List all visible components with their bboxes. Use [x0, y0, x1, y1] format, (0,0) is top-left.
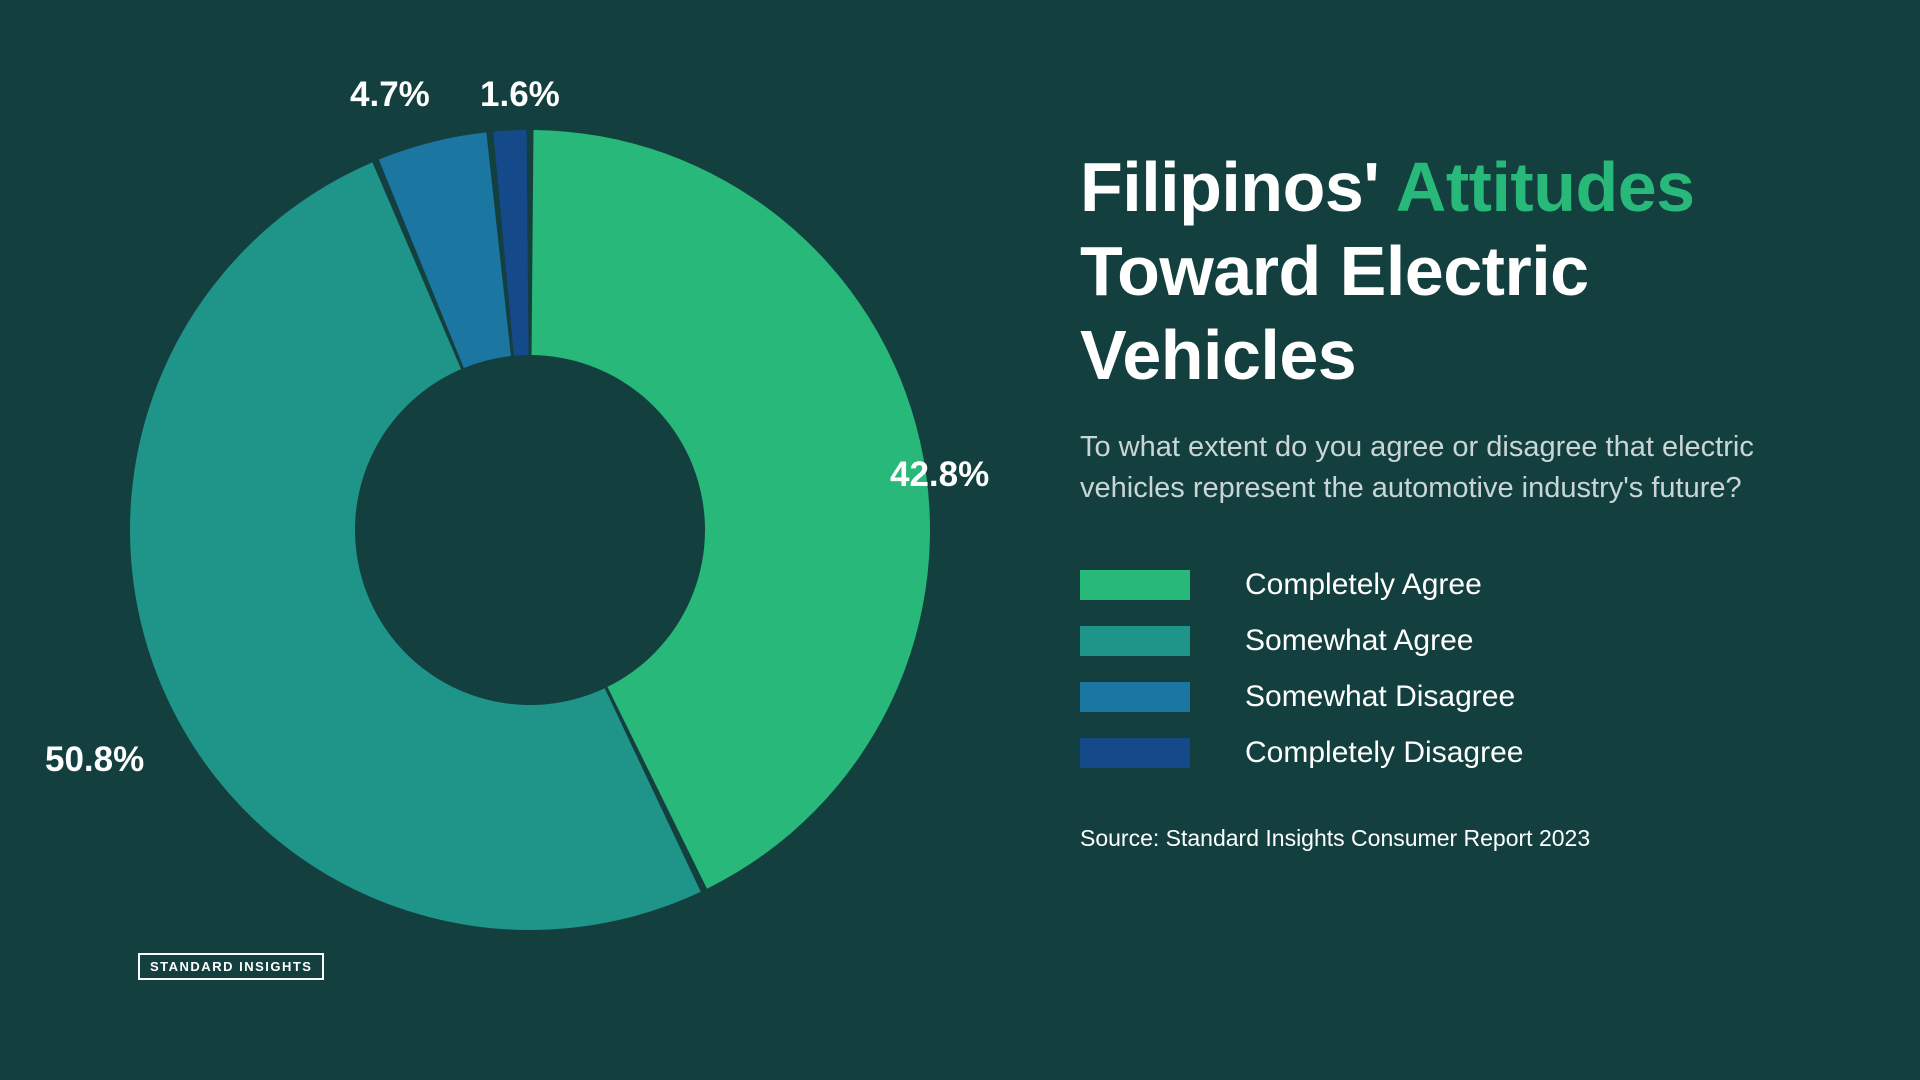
legend-swatch	[1080, 626, 1190, 656]
legend-swatch	[1080, 682, 1190, 712]
donut-svg	[130, 130, 930, 930]
title-rest: Toward Electric Vehicles	[1080, 232, 1589, 394]
chart-subtitle: To what extent do you agree or disagree …	[1080, 427, 1800, 508]
title-accent: Attitudes	[1396, 148, 1695, 226]
legend-item: Somewhat Agree	[1080, 624, 1800, 658]
slice-percent-label: 50.8%	[45, 740, 144, 780]
legend-label: Completely Disagree	[1245, 736, 1523, 770]
slice-percent-label: 1.6%	[480, 75, 560, 115]
legend-item: Completely Disagree	[1080, 736, 1800, 770]
source-text: Source: Standard Insights Consumer Repor…	[1080, 825, 1800, 852]
legend-swatch	[1080, 570, 1190, 600]
brand-badge: STANDARD INSIGHTS	[138, 953, 324, 980]
chart-title: Filipinos' Attitudes Toward Electric Veh…	[1080, 145, 1800, 397]
slice-percent-label: 42.8%	[890, 455, 989, 495]
legend-swatch	[1080, 738, 1190, 768]
title-prefix: Filipinos'	[1080, 148, 1396, 226]
legend-label: Somewhat Agree	[1245, 624, 1473, 658]
slice-percent-label: 4.7%	[350, 75, 430, 115]
legend: Completely Agree Somewhat Agree Somewhat D…	[1080, 568, 1800, 770]
legend-item: Somewhat Disagree	[1080, 680, 1800, 714]
legend-item: Completely Agree	[1080, 568, 1800, 602]
legend-label: Somewhat Disagree	[1245, 680, 1515, 714]
legend-label: Completely Agree	[1245, 568, 1482, 602]
donut-chart	[130, 130, 930, 930]
right-panel: Filipinos' Attitudes Toward Electric Veh…	[1080, 145, 1800, 852]
